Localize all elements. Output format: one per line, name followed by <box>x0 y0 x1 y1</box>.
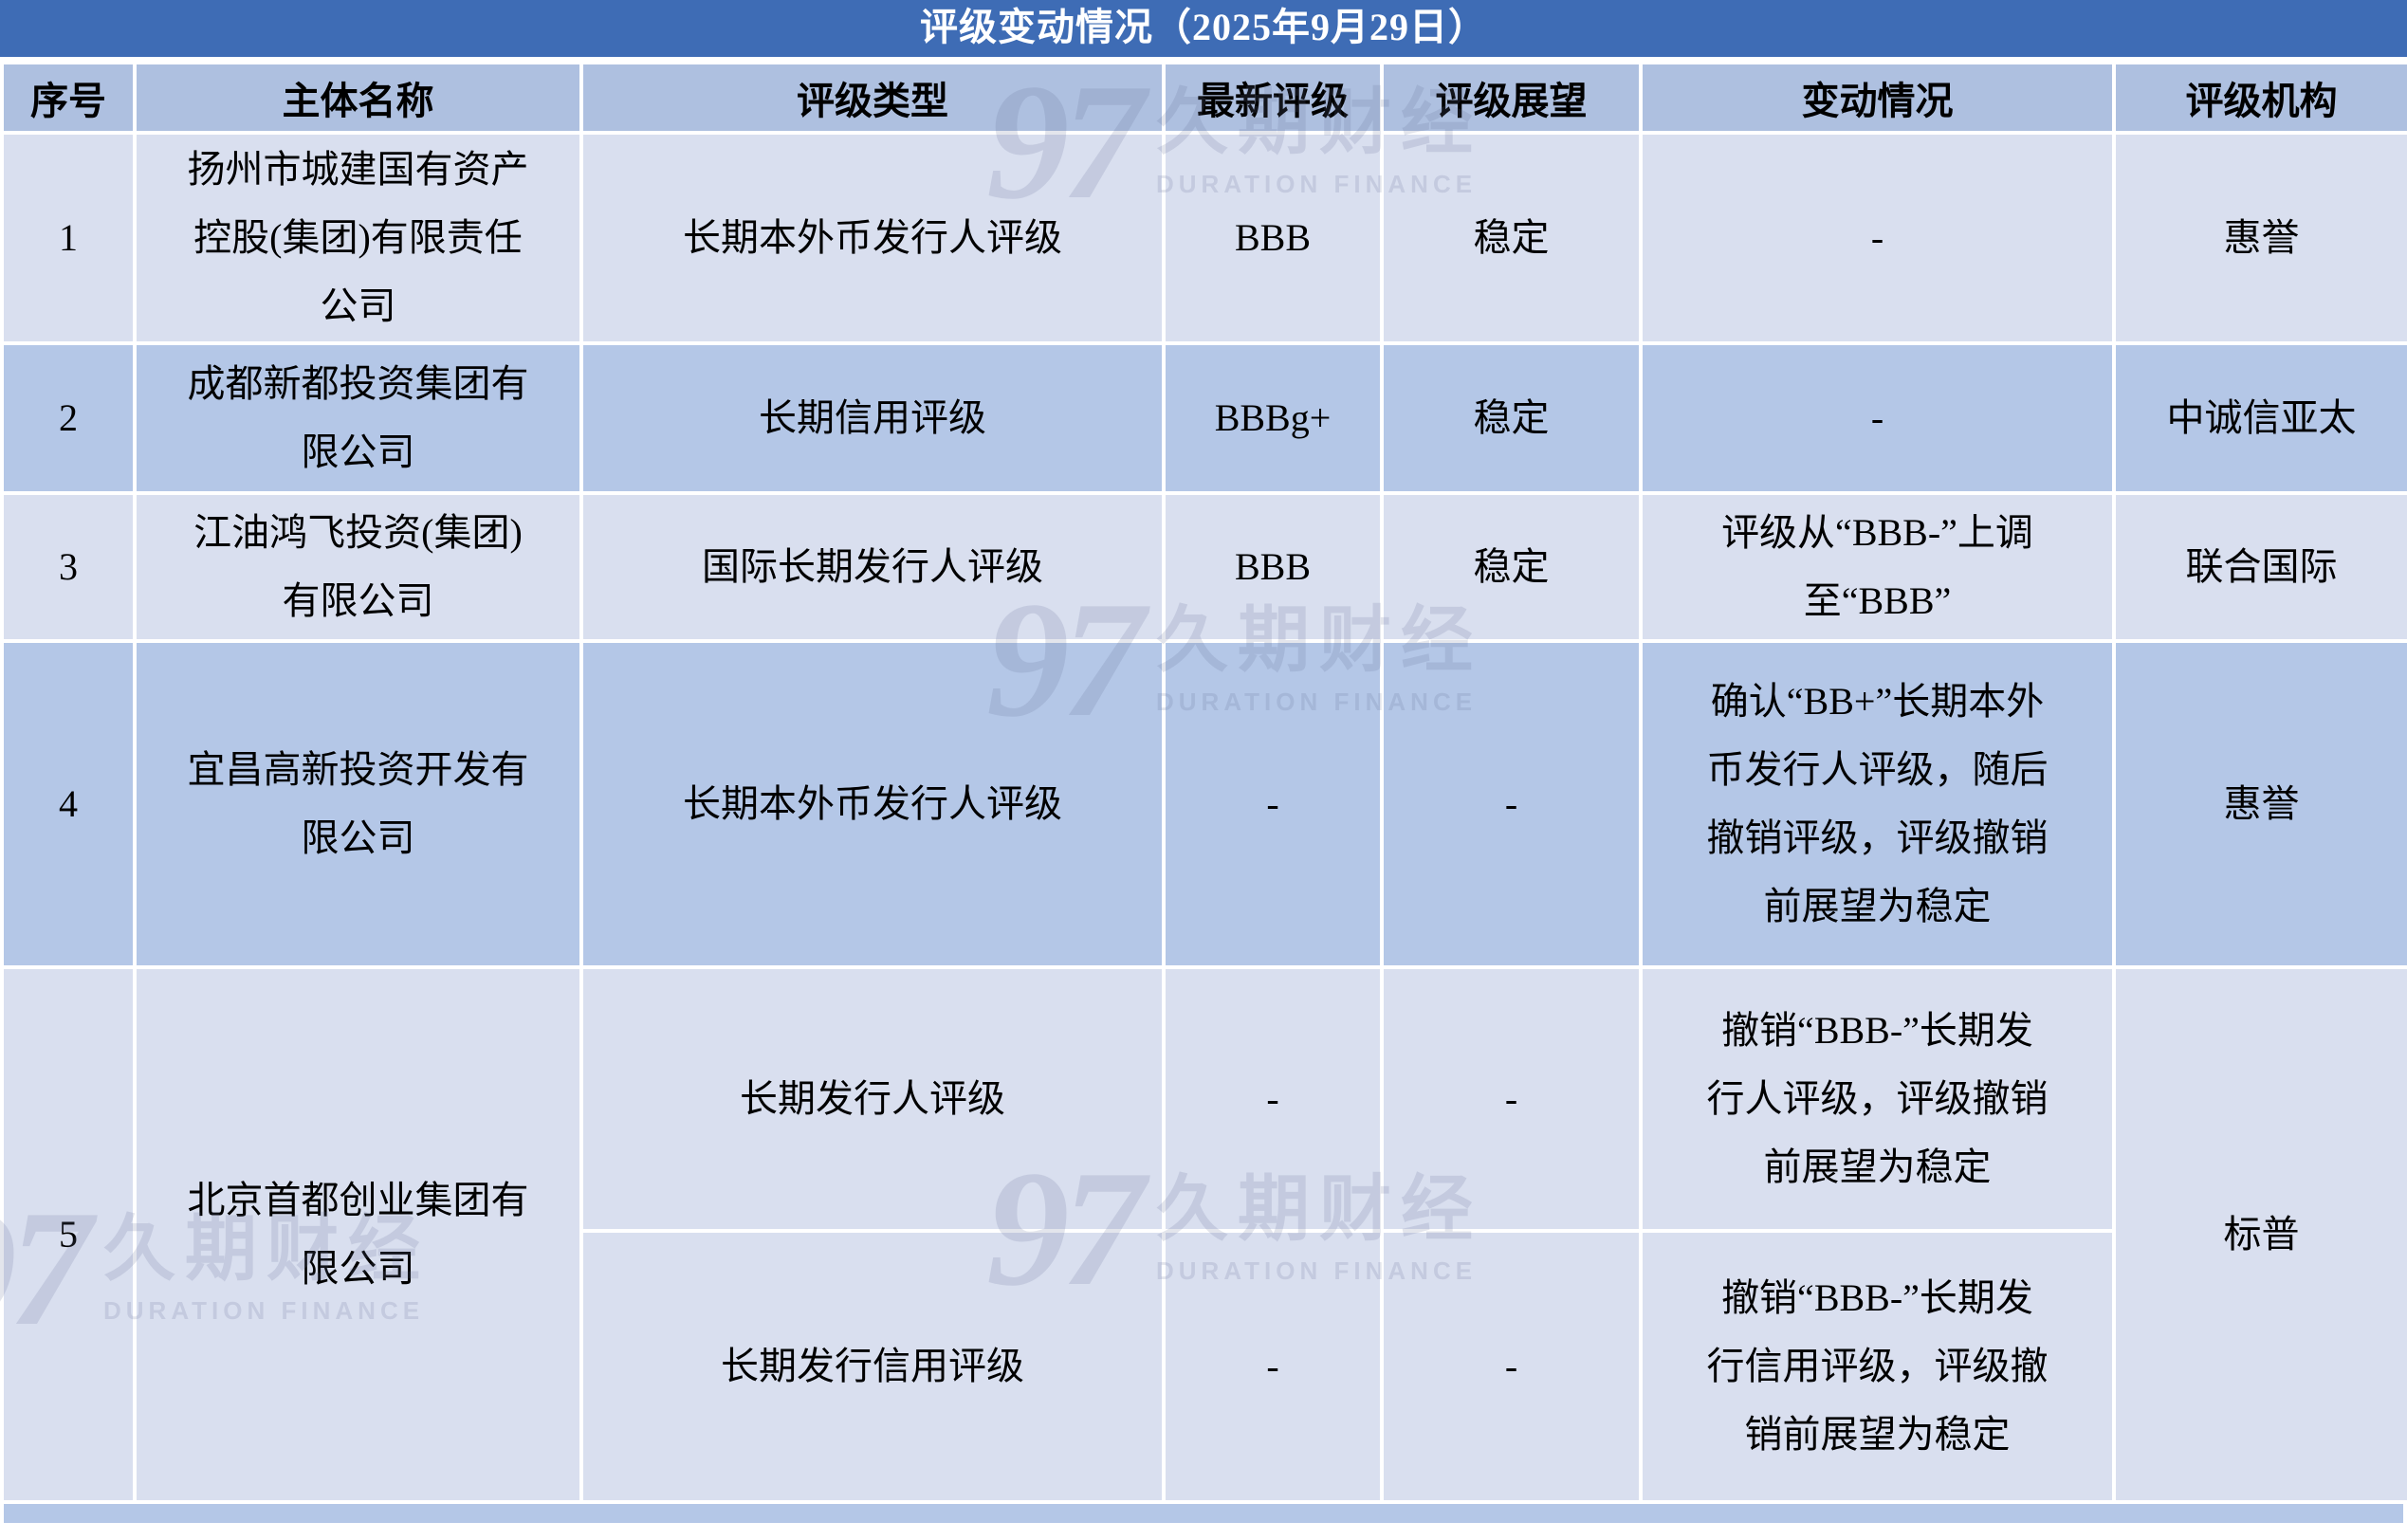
cell-index: 3 <box>0 491 137 643</box>
cell-latest-rating: - <box>1162 965 1384 1233</box>
cell-index: 5 <box>0 965 137 1504</box>
cell-rating-type: 长期发行人评级 <box>579 965 1166 1233</box>
cell-latest-rating: BBBg+ <box>1162 341 1384 495</box>
cell-index: 2 <box>0 341 137 495</box>
table-row: 4 宜昌高新投资开发有 限公司 长期本外币发行人评级 - - 确认“BB+”长期… <box>0 639 2407 969</box>
cell-agency: 中诚信亚太 <box>2112 341 2407 495</box>
cell-index: 1 <box>0 131 137 345</box>
rating-change-table: 序号 主体名称 评级类型 最新评级 评级展望 变动情况 评级机构 1 扬州市城建… <box>0 61 2407 1504</box>
cell-outlook: - <box>1380 639 1643 969</box>
table-row: 2 成都新都投资集团有 限公司 长期信用评级 BBBg+ 稳定 - 中诚信亚太 <box>0 341 2407 495</box>
cell-entity-name: 北京首都创业集团有 限公司 <box>133 965 583 1504</box>
cell-change: 撤销“BBB-”长期发 行信用评级，评级撤 销前展望为稳定 <box>1639 1229 2116 1504</box>
column-header-latest-rating: 最新评级 <box>1162 61 1384 135</box>
column-header-rating-type: 评级类型 <box>579 61 1166 135</box>
cell-outlook: - <box>1380 1229 1643 1504</box>
next-row-sliver <box>0 1504 2407 1523</box>
cell-index: 4 <box>0 639 137 969</box>
cell-agency: 惠誉 <box>2112 639 2407 969</box>
cell-outlook: 稳定 <box>1380 341 1643 495</box>
cell-latest-rating: BBB <box>1162 131 1384 345</box>
table-row: 1 扬州市城建国有资产 控股(集团)有限责任 公司 长期本外币发行人评级 BBB… <box>0 131 2407 345</box>
cell-latest-rating: BBB <box>1162 491 1384 643</box>
table-row: 5 北京首都创业集团有 限公司 长期发行人评级 - - 撤销“BBB-”长期发 … <box>0 965 2407 1504</box>
column-header-outlook: 评级展望 <box>1380 61 1643 135</box>
cell-change: 评级从“BBB-”上调 至“BBB” <box>1639 491 2116 643</box>
cell-entity-name: 扬州市城建国有资产 控股(集团)有限责任 公司 <box>133 131 583 345</box>
cell-change: - <box>1639 131 2116 345</box>
cell-agency: 标普 <box>2112 965 2407 1504</box>
table-header-row: 序号 主体名称 评级类型 最新评级 评级展望 变动情况 评级机构 <box>0 61 2407 135</box>
column-header-entity: 主体名称 <box>133 61 583 135</box>
cell-agency: 联合国际 <box>2112 491 2407 643</box>
cell-rating-type: 国际长期发行人评级 <box>579 491 1166 643</box>
cell-outlook: 稳定 <box>1380 131 1643 345</box>
table-row: 3 江油鸿飞投资(集团) 有限公司 国际长期发行人评级 BBB 稳定 评级从“B… <box>0 491 2407 643</box>
cell-rating-type: 长期发行信用评级 <box>579 1229 1166 1504</box>
cell-rating-type: 长期信用评级 <box>579 341 1166 495</box>
column-header-change: 变动情况 <box>1639 61 2116 135</box>
table-row: 长期发行信用评级 - - 撤销“BBB-”长期发 行信用评级，评级撤 销前展望为… <box>2 1229 2407 1504</box>
column-header-index: 序号 <box>0 61 137 135</box>
cell-outlook: 稳定 <box>1380 491 1643 643</box>
cell-change: 确认“BB+”长期本外 币发行人评级，随后 撤销评级，评级撤销 前展望为稳定 <box>1639 639 2116 969</box>
cell-latest-rating: - <box>1162 1229 1384 1504</box>
column-header-agency: 评级机构 <box>2112 61 2407 135</box>
cell-rating-type: 长期本外币发行人评级 <box>579 131 1166 345</box>
cell-entity-name: 宜昌高新投资开发有 限公司 <box>133 639 583 969</box>
cell-agency: 惠誉 <box>2112 131 2407 345</box>
cell-change: - <box>1639 341 2116 495</box>
cell-latest-rating: - <box>1162 639 1384 969</box>
cell-entity-name: 成都新都投资集团有 限公司 <box>133 341 583 495</box>
cell-entity-name: 江油鸿飞投资(集团) 有限公司 <box>133 491 583 643</box>
page-title: 评级变动情况（2025年9月29日） <box>0 0 2407 57</box>
cell-change: 撤销“BBB-”长期发 行人评级，评级撤销 前展望为稳定 <box>1639 965 2116 1233</box>
cell-rating-type: 长期本外币发行人评级 <box>579 639 1166 969</box>
cell-outlook: - <box>1380 965 1643 1233</box>
